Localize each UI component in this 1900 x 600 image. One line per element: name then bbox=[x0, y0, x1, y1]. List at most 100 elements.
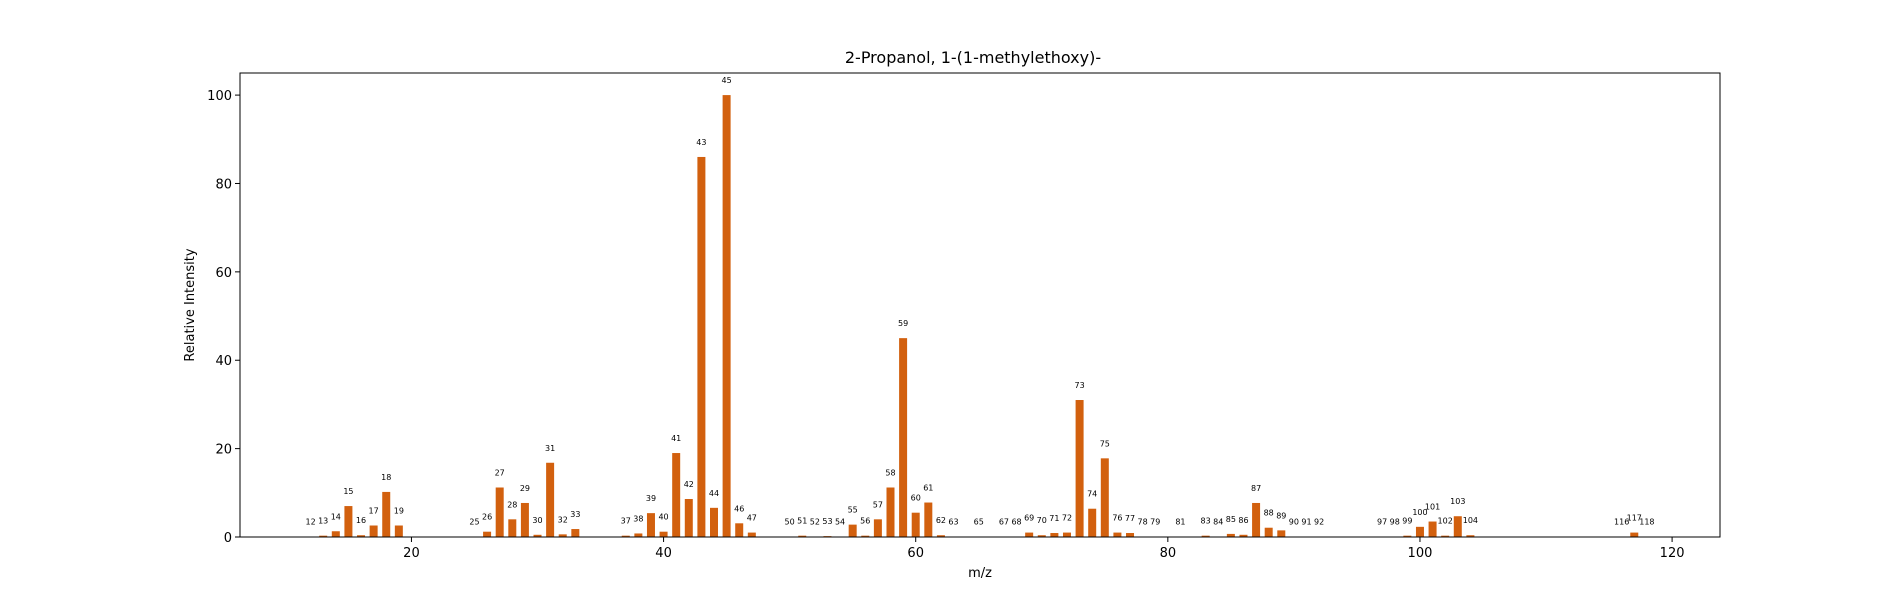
bar-label-mz-31: 31 bbox=[545, 444, 555, 453]
bar-label-mz-91: 91 bbox=[1301, 518, 1311, 527]
x-tick-label-80: 80 bbox=[1160, 546, 1177, 561]
bar-label-mz-43: 43 bbox=[696, 138, 706, 147]
y-tick-label-60: 60 bbox=[215, 266, 232, 281]
bar-label-mz-46: 46 bbox=[734, 504, 744, 513]
bar-mz-31 bbox=[546, 462, 555, 537]
bar-label-mz-87: 87 bbox=[1251, 484, 1261, 493]
bar-mz-37 bbox=[621, 535, 630, 537]
bar-label-mz-59: 59 bbox=[898, 319, 908, 328]
bar-label-mz-83: 83 bbox=[1201, 517, 1211, 526]
bar-label-mz-70: 70 bbox=[1037, 516, 1047, 525]
bar-mz-30 bbox=[533, 534, 542, 537]
bar-mz-70 bbox=[1037, 535, 1046, 537]
bar-mz-69 bbox=[1025, 532, 1034, 537]
bar-label-mz-76: 76 bbox=[1112, 514, 1122, 523]
bar-mz-32 bbox=[558, 534, 567, 537]
bar-mz-38 bbox=[634, 533, 643, 537]
y-tick-label-40: 40 bbox=[215, 354, 232, 369]
y-tick-label-20: 20 bbox=[215, 443, 232, 458]
bar-mz-16 bbox=[357, 535, 366, 537]
x-tick-label-120: 120 bbox=[1660, 546, 1685, 561]
bar-mz-46 bbox=[735, 523, 744, 537]
bar-mz-56 bbox=[861, 535, 870, 537]
bar-label-mz-58: 58 bbox=[885, 469, 895, 478]
bar-label-mz-90: 90 bbox=[1289, 518, 1299, 527]
bar-label-mz-86: 86 bbox=[1238, 516, 1248, 525]
bar-mz-43 bbox=[697, 156, 706, 537]
bar-label-mz-116: 116 bbox=[1614, 518, 1629, 527]
bar-mz-87 bbox=[1252, 502, 1261, 537]
bar-label-mz-18: 18 bbox=[381, 473, 391, 482]
bar-mz-41 bbox=[672, 453, 681, 537]
x-tick-label-60: 60 bbox=[907, 546, 924, 561]
bar-label-mz-101: 101 bbox=[1425, 503, 1440, 512]
bar-mz-29 bbox=[520, 502, 529, 537]
bar-label-mz-51: 51 bbox=[797, 517, 807, 526]
bar-mz-100 bbox=[1415, 526, 1424, 537]
plot-frame bbox=[239, 72, 1721, 538]
bar-mz-26 bbox=[483, 531, 492, 537]
bar-label-mz-27: 27 bbox=[495, 469, 505, 478]
x-axis-label: m/z bbox=[968, 566, 992, 581]
bar-mz-42 bbox=[684, 498, 693, 537]
bar-label-mz-56: 56 bbox=[860, 517, 870, 526]
bar-label-mz-39: 39 bbox=[646, 494, 656, 503]
bar-label-mz-16: 16 bbox=[356, 516, 366, 525]
bar-label-mz-100: 100 bbox=[1412, 508, 1427, 517]
bar-label-mz-13: 13 bbox=[318, 517, 328, 526]
bar-label-mz-45: 45 bbox=[722, 76, 732, 85]
bar-mz-40 bbox=[659, 531, 668, 537]
y-axis-ticks: 0 20 40 60 80 100 bbox=[207, 89, 240, 546]
y-tick-label-100: 100 bbox=[207, 89, 232, 104]
bar-mz-57 bbox=[873, 519, 882, 537]
bar-mz-101 bbox=[1428, 521, 1437, 537]
bar-label-mz-61: 61 bbox=[923, 484, 933, 493]
bar-label-mz-97: 97 bbox=[1377, 518, 1387, 527]
x-tick-label-20: 20 bbox=[403, 546, 420, 561]
bar-label-mz-67: 67 bbox=[999, 518, 1009, 527]
bar-mz-18 bbox=[382, 491, 391, 537]
bar-label-mz-74: 74 bbox=[1087, 490, 1097, 499]
bar-label-mz-47: 47 bbox=[747, 514, 757, 523]
bar-label-mz-118: 118 bbox=[1639, 518, 1654, 527]
bar-label-mz-69: 69 bbox=[1024, 514, 1034, 523]
bar-mz-117 bbox=[1630, 532, 1639, 537]
bar-label-mz-62: 62 bbox=[936, 516, 946, 525]
bar-label-mz-75: 75 bbox=[1100, 439, 1110, 448]
bar-label-mz-37: 37 bbox=[621, 517, 631, 526]
bar-label-mz-81: 81 bbox=[1175, 518, 1185, 527]
bar-label-mz-25: 25 bbox=[469, 518, 479, 527]
bar-label-mz-78: 78 bbox=[1138, 518, 1148, 527]
bar-label-mz-79: 79 bbox=[1150, 518, 1160, 527]
bar-label-mz-54: 54 bbox=[835, 518, 845, 527]
bar-label-mz-77: 77 bbox=[1125, 514, 1135, 523]
bar-mz-58 bbox=[886, 487, 895, 537]
bar-label-mz-32: 32 bbox=[558, 515, 568, 524]
bar-label-mz-19: 19 bbox=[394, 507, 404, 516]
bar-mz-88 bbox=[1264, 527, 1273, 537]
bar-mz-99 bbox=[1403, 535, 1412, 537]
y-tick-label-80: 80 bbox=[215, 177, 232, 192]
bar-label-mz-85: 85 bbox=[1226, 515, 1236, 524]
bar-label-mz-14: 14 bbox=[331, 512, 341, 521]
bar-label-mz-44: 44 bbox=[709, 489, 719, 498]
bar-mz-45 bbox=[722, 95, 731, 537]
bar-label-mz-17: 17 bbox=[369, 507, 379, 516]
bar-label-mz-92: 92 bbox=[1314, 518, 1324, 527]
bar-label-mz-73: 73 bbox=[1074, 381, 1084, 390]
bar-label-mz-28: 28 bbox=[507, 500, 517, 509]
bar-label-mz-12: 12 bbox=[306, 518, 316, 527]
chart-title: 2-Propanol, 1-(1-methylethoxy)- bbox=[845, 48, 1101, 67]
bar-label-mz-50: 50 bbox=[785, 518, 795, 527]
bar-label-mz-103: 103 bbox=[1450, 497, 1465, 506]
bars-group bbox=[306, 95, 1651, 537]
bar-label-mz-68: 68 bbox=[1011, 518, 1021, 527]
bar-mz-51 bbox=[798, 535, 807, 537]
bar-label-mz-117: 117 bbox=[1627, 514, 1642, 523]
bar-label-mz-104: 104 bbox=[1463, 516, 1478, 525]
bar-mz-86 bbox=[1239, 534, 1248, 537]
bar-mz-39 bbox=[646, 513, 655, 537]
bar-label-mz-65: 65 bbox=[974, 518, 984, 527]
bar-mz-73 bbox=[1075, 400, 1084, 537]
